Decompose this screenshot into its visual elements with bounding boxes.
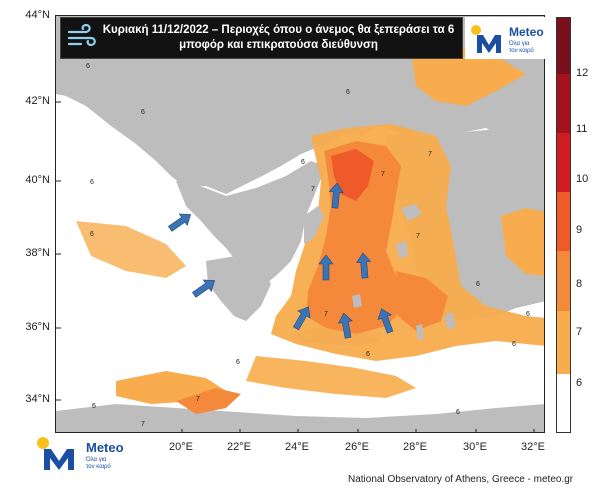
africa-land	[56, 404, 544, 432]
legend-tick-label: 7	[576, 326, 583, 338]
legend-segment	[557, 74, 570, 133]
island-chios	[396, 241, 408, 258]
contour-label: 6	[92, 403, 96, 410]
island-karpathos	[416, 324, 424, 340]
logo-wordmark: Meteo	[509, 25, 544, 39]
contour-label: 6	[366, 351, 370, 358]
legend-tick-label: 12	[576, 67, 589, 79]
wind-direction-arrow-icon	[318, 254, 334, 281]
lon-label: 32°E	[521, 441, 545, 453]
lon-label: 30°E	[463, 441, 487, 453]
wind-zone-bf6-north	[411, 46, 526, 106]
meteo-m-icon	[37, 437, 74, 470]
wind-direction-arrow-icon	[337, 312, 353, 339]
contour-label: 6	[141, 109, 145, 116]
legend-tick-label: 8	[576, 278, 583, 290]
island-naxos	[352, 294, 362, 308]
contour-label: 6	[90, 179, 94, 186]
legend-segment	[557, 374, 570, 432]
contour-label: 6	[526, 311, 530, 318]
contour-label: 6	[512, 341, 516, 348]
contour-label: 7	[141, 421, 145, 428]
map-title-banner: Κυριακή 11/12/2022 – Περιοχές όπου ο άνε…	[60, 17, 463, 59]
meteo-m-icon	[471, 25, 501, 53]
wind-zone-bf6-west	[76, 221, 186, 278]
contour-label: 7	[428, 151, 432, 158]
contour-label: 6	[346, 89, 350, 96]
lat-label: 42°N	[25, 95, 50, 107]
wind-zone-bf6-south	[246, 356, 416, 398]
contour-label: 6	[301, 159, 305, 166]
lat-label: 40°N	[25, 174, 50, 186]
contour-label: 6	[236, 359, 240, 366]
wind-map: 6 6 6 6 6 6 7 7 7 7 7 6 6 6 7 6 7 6 6 6	[55, 15, 545, 433]
contour-label: 6	[90, 231, 94, 238]
island-rhodes	[444, 312, 456, 330]
lon-label: 28°E	[403, 441, 427, 453]
legend-tick-label: 9	[576, 224, 583, 236]
legend-segment	[557, 192, 570, 251]
greece-mainland	[176, 161, 326, 288]
logo-tagline: Όλα για τον καιρό	[86, 457, 111, 471]
lon-label: 22°E	[227, 441, 251, 453]
contour-label: 7	[324, 311, 328, 318]
legend-segment	[557, 311, 570, 374]
wind-zone-bf6-east	[501, 208, 544, 276]
wind-icon	[67, 24, 96, 47]
wind-zone-bf7-east	[396, 271, 448, 331]
contour-label: 6	[456, 409, 460, 416]
wind-direction-arrow-icon	[328, 182, 344, 209]
wind-zone-bf8-north	[331, 149, 374, 201]
meteo-logo-bottom: Meteo Όλα για τον καιρό	[36, 432, 126, 476]
logo-tagline-line-2: τον καιρό	[86, 464, 111, 470]
peloponnese	[206, 256, 271, 321]
legend-tick-label: 10	[576, 173, 589, 185]
wind-direction-arrow-icon	[292, 306, 311, 331]
logo-tagline-line-1: Όλα για	[509, 41, 530, 47]
lon-label: 26°E	[345, 441, 369, 453]
lat-label: 38°N	[25, 247, 50, 259]
legend-segment	[557, 251, 570, 311]
wind-direction-arrow-icon	[356, 252, 372, 279]
lat-label: 44°N	[25, 9, 50, 21]
wind-direction-arrow-icon	[377, 308, 394, 334]
meteo-logo-top: Meteo Όλα για τον καιρό	[465, 17, 545, 59]
contour-label: 7	[381, 171, 385, 178]
island-evia	[304, 206, 324, 244]
contour-label: 7	[416, 233, 420, 240]
contour-label: 7	[196, 396, 200, 403]
logo-tagline-line-1: Όλα για	[86, 457, 107, 463]
contour-label: 6	[86, 63, 90, 70]
legend-segment	[557, 18, 570, 74]
contour-label: 6	[476, 281, 480, 288]
title-line-1: Κυριακή 11/12/2022 – Περιοχές όπου ο άνε…	[102, 24, 455, 36]
logo-tagline: Όλα για τον καιρό	[509, 41, 534, 55]
legend-tick-label: 6	[576, 377, 583, 389]
lat-label: 34°N	[25, 393, 50, 405]
wind-direction-arrow-icon	[168, 213, 192, 232]
map-canvas: 6 6 6 6 6 6 7 7 7 7 7 6 6 6 7 6 7 6 6 6	[56, 16, 544, 432]
lon-label: 20°E	[169, 441, 193, 453]
legend-tick-label: 11	[576, 123, 588, 135]
title-line-2: μποφόρ και επικρατούσα διεύθυνση	[179, 39, 378, 51]
beaufort-legend	[556, 17, 571, 433]
map-title: Κυριακή 11/12/2022 – Περιοχές όπου ο άνε…	[99, 23, 458, 53]
credit-text: National Observatory of Athens, Greece -…	[348, 474, 574, 485]
lat-label: 36°N	[25, 321, 50, 333]
legend-segment	[557, 133, 570, 192]
island-lesvos	[401, 204, 422, 221]
logo-wordmark: Meteo	[86, 440, 124, 455]
contour-label: 7	[311, 186, 315, 193]
wind-direction-arrow-icon	[192, 279, 216, 298]
wind-zone-bf7-south	[176, 388, 241, 414]
logo-tagline-line-2: τον καιρό	[509, 48, 534, 54]
lon-label: 24°E	[285, 441, 309, 453]
